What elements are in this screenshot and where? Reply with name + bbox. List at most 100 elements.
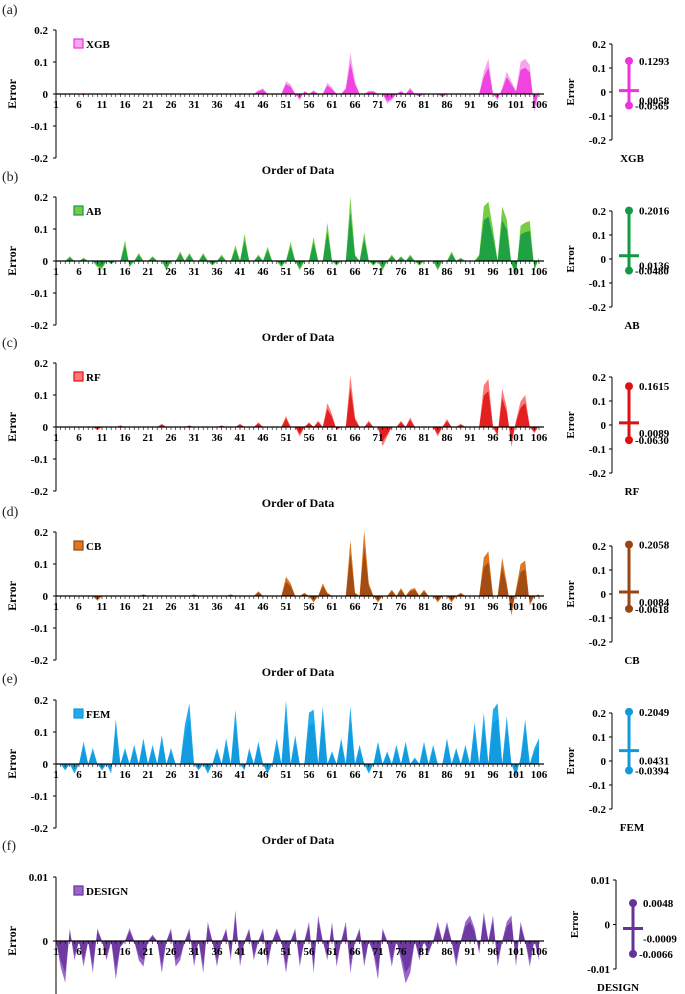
- stats-y-label: Error: [569, 911, 581, 938]
- stats-y-tick-label: -0.2: [589, 468, 607, 480]
- stats-y-label: Error: [565, 411, 577, 438]
- stats-mean-label: -0.0009: [643, 934, 677, 946]
- stats-y-tick-label: -0.2: [589, 637, 607, 649]
- stats-max-label: 0.2058: [639, 540, 670, 552]
- y-tick-label: -0.1: [31, 288, 48, 300]
- error-area-outer: [56, 530, 539, 616]
- x-axis-label: Order of Data: [262, 665, 334, 679]
- x-tick-label: 91: [465, 99, 476, 111]
- y-tick-label: 0: [43, 422, 49, 434]
- x-tick-label: 16: [120, 432, 132, 444]
- stats-min-marker: [625, 604, 633, 613]
- stats-y-tick-label: 0.1: [592, 63, 606, 75]
- x-tick-label: 1: [53, 601, 59, 613]
- stats-y-tick-label: -0.1: [589, 613, 606, 625]
- stats-y-tick-label: 0: [601, 756, 607, 768]
- x-tick-label: 41: [235, 266, 246, 278]
- stats-y-tick-label: 0.1: [592, 565, 606, 577]
- stats-max-label: 0.1615: [639, 381, 670, 393]
- x-tick-label: 81: [419, 99, 430, 111]
- stats-max-marker: [625, 56, 633, 65]
- y-tick-label: 0.1: [34, 224, 48, 236]
- x-tick-label: 96: [488, 432, 500, 444]
- y-axis-label: Error: [5, 580, 19, 610]
- stats-y-tick-label: 0: [601, 589, 607, 601]
- x-tick-label: 71: [373, 432, 384, 444]
- legend-label: XGB: [86, 39, 111, 51]
- y-tick-label: 0.2: [34, 695, 48, 707]
- x-tick-label: 66: [350, 769, 362, 781]
- y-tick-label: 0.2: [34, 527, 48, 539]
- x-tick-label: 106: [531, 601, 548, 613]
- x-tick-label: 106: [531, 266, 548, 278]
- x-tick-label: 6: [76, 769, 82, 781]
- stats-y-tick-label: 0: [601, 420, 607, 432]
- y-tick-label: 0.1: [34, 57, 48, 69]
- stats-min-label: -0.0618: [635, 604, 669, 616]
- y-tick-label: 0: [43, 89, 49, 101]
- y-axis-label: Error: [5, 245, 19, 275]
- y-tick-label: 0.2: [34, 358, 48, 370]
- x-tick-label: 101: [508, 99, 525, 111]
- stats-model-name: FEM: [620, 822, 645, 834]
- panel-label: (f): [2, 839, 16, 854]
- y-axis-label: Error: [5, 748, 19, 778]
- y-axis-label: Error: [5, 925, 19, 955]
- stats-model-name: AB: [624, 320, 640, 332]
- x-tick-label: 81: [419, 266, 430, 278]
- stats-y-tick-label: 0.2: [592, 541, 606, 553]
- panel-label: (a): [2, 3, 18, 18]
- x-tick-label: 51: [281, 601, 292, 613]
- x-tick-label: 46: [258, 432, 270, 444]
- x-tick-label: 91: [465, 601, 476, 613]
- stats-y-tick-label: 0: [605, 920, 611, 932]
- x-tick-label: 36: [212, 601, 224, 613]
- x-tick-label: 81: [419, 946, 430, 958]
- legend-swatch: [73, 38, 84, 49]
- x-tick-label: 11: [97, 601, 107, 613]
- x-tick-label: 66: [350, 601, 362, 613]
- x-axis-label: Order of Data: [262, 496, 334, 510]
- y-tick-label: 0.2: [34, 192, 48, 204]
- x-tick-label: 81: [419, 769, 430, 781]
- x-tick-label: 101: [508, 432, 525, 444]
- stats-mean-label: 0.0136: [639, 261, 670, 273]
- stats-max-label: 0.2016: [639, 206, 670, 218]
- stats-y-tick-label: 0.2: [592, 39, 606, 51]
- x-tick-label: 56: [304, 769, 316, 781]
- x-tick-label: 76: [396, 99, 408, 111]
- x-tick-label: 86: [442, 769, 454, 781]
- x-tick-label: 66: [350, 946, 362, 958]
- stats-model-name: DESIGN: [597, 982, 639, 994]
- x-tick-label: 56: [304, 99, 316, 111]
- error-area-outer: [56, 910, 539, 984]
- stats-model-name: XGB: [620, 153, 645, 165]
- x-tick-label: 31: [189, 266, 200, 278]
- x-tick-label: 66: [350, 266, 362, 278]
- x-tick-label: 86: [442, 946, 454, 958]
- x-tick-label: 71: [373, 946, 384, 958]
- x-tick-label: 11: [97, 266, 107, 278]
- stats-y-tick-label: 0.2: [592, 708, 606, 720]
- stats-y-tick-label: -0.1: [589, 444, 606, 456]
- x-tick-label: 26: [166, 432, 178, 444]
- legend-swatch: [73, 708, 84, 719]
- y-tick-label: -0.1: [31, 454, 48, 466]
- stats-max-marker: [625, 206, 633, 215]
- x-tick-label: 56: [304, 266, 316, 278]
- x-tick-label: 56: [304, 601, 316, 613]
- x-tick-label: 86: [442, 266, 454, 278]
- y-tick-label: -0.2: [31, 486, 49, 498]
- stats-mean-label: 0.0084: [639, 597, 670, 609]
- x-tick-label: 61: [327, 946, 338, 958]
- x-tick-label: 56: [304, 432, 316, 444]
- x-axis-label: Order of Data: [262, 163, 334, 177]
- x-tick-label: 41: [235, 99, 246, 111]
- panel-label: (b): [2, 170, 19, 185]
- y-tick-label: -0.1: [31, 791, 48, 803]
- x-tick-label: 26: [166, 266, 178, 278]
- x-tick-label: 16: [120, 601, 132, 613]
